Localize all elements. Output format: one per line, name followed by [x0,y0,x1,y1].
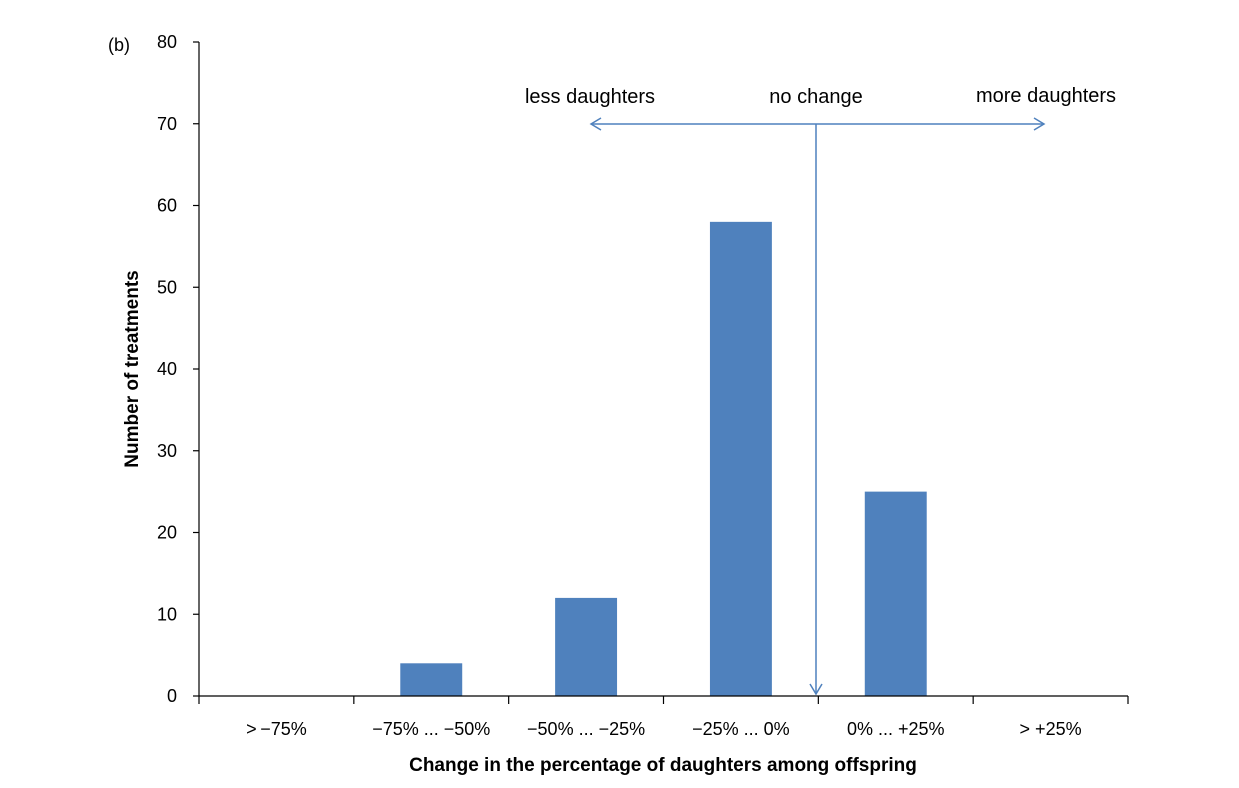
bar [555,597,618,696]
y-tick-label: 0 [167,686,177,706]
y-tick-label: 40 [157,359,177,379]
y-tick-label: 50 [157,277,177,297]
y-tick-label: 10 [157,604,177,624]
x-tick-label: −75% ... −50% [372,719,490,739]
x-axis-title: Change in the percentage of daughters am… [409,755,917,776]
x-tick-label: 0% ... +25% [847,719,945,739]
x-axis: > −75% −75% ... −50% −50% ... −25% −25% ...… [198,695,1129,739]
annotation-arrows [589,117,1046,696]
x-tick-label: −25% ... 0% [692,719,790,739]
x-tick-label: > −75% [246,719,307,739]
bar [400,663,463,696]
right-arrowhead-icon [1033,117,1046,131]
y-tick-label: 70 [157,114,177,134]
y-tick-label: 80 [157,32,177,52]
y-tick-label: 30 [157,441,177,461]
annotation-less-daughters: less daughters [525,86,655,108]
y-tick-label: 20 [157,523,177,543]
bar [709,221,772,696]
y-axis-title: Number of treatments [122,270,143,467]
annotation-no-change: no change [769,86,862,108]
down-arrowhead-icon [809,683,823,696]
x-tick-label: −50% ... −25% [527,719,645,739]
y-tick-label: 60 [157,196,177,216]
panel-label: (b) [108,35,130,55]
bar [864,491,927,696]
bars [400,221,927,696]
left-arrowhead-icon [589,117,602,131]
x-tick-label: > +25% [1020,719,1082,739]
y-axis-ticks: 0 10 20 30 40 50 60 70 80 [157,32,199,706]
annotation-more-daughters: more daughters [976,85,1116,107]
